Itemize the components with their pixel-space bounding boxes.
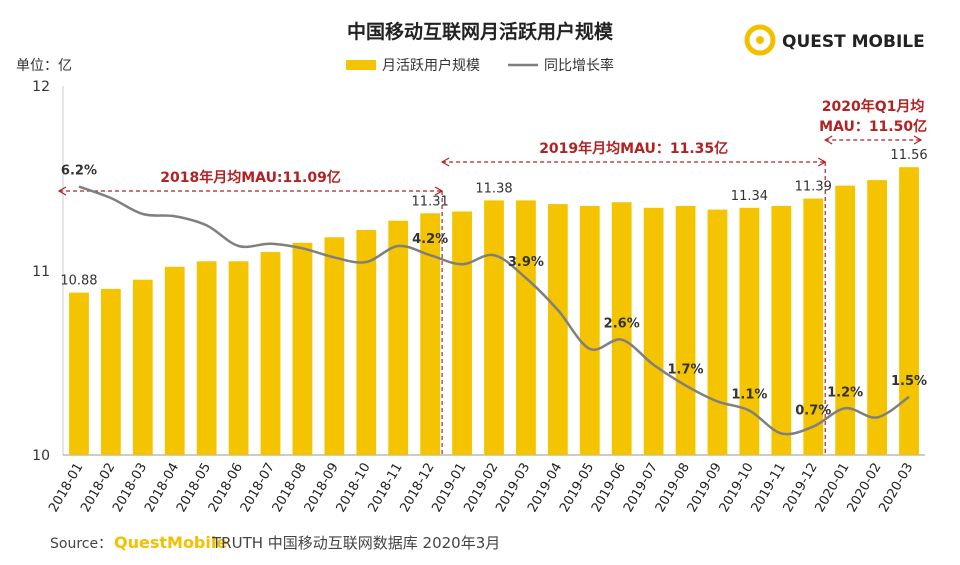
annotations: 2018年月均MAU:11.09亿 2019年月均MAU：11.35亿 2020年Q… — [57, 98, 927, 455]
bar — [547, 204, 568, 455]
growth-rate-label: 3.9% — [508, 255, 544, 270]
bar — [452, 211, 472, 455]
growth-rate-label: 1.5% — [891, 374, 927, 389]
bar — [260, 252, 281, 455]
bar — [324, 237, 345, 455]
arrow-left-icon — [440, 157, 450, 167]
bar — [803, 198, 824, 456]
bar — [899, 167, 919, 455]
data-labels: 10.88 11.31 11.38 11.34 11.39 11.56 6.2% 4.2% 3.… — [60, 148, 927, 418]
bar — [707, 209, 728, 455]
y-tick-label: 12 — [32, 79, 50, 95]
bar — [228, 261, 249, 455]
growth-rate-label: 1.7% — [668, 362, 704, 377]
bar — [516, 200, 536, 455]
annotation-label: 2018年月均MAU:11.09亿 — [160, 169, 341, 186]
bar — [675, 205, 696, 455]
growth-rate-label: 1.1% — [731, 388, 767, 403]
annotation-label: 2019年月均MAU：11.35亿 — [539, 140, 728, 157]
unit-label: 单位：亿 — [16, 58, 72, 74]
bars — [69, 167, 919, 456]
growth-rate-line — [78, 185, 910, 436]
logo-ring-icon — [744, 24, 776, 56]
bar — [771, 205, 792, 455]
bar — [356, 229, 377, 455]
x-tick-labels: 2018-012018-022018-032018-042018-052018-… — [46, 461, 916, 516]
source-prefix: Source： — [50, 536, 112, 552]
annotation-label: MAU：11.50亿 — [819, 118, 927, 135]
growth-line — [78, 185, 910, 436]
bar — [164, 266, 185, 455]
annotation-label: 2020年Q1月均 — [822, 98, 925, 115]
y-tick-label: 10 — [32, 448, 50, 464]
bar — [611, 202, 632, 455]
bar-value-label: 11.56 — [890, 148, 927, 163]
bar-value-label: 11.38 — [475, 181, 512, 196]
source-suffix: TRUTH 中国移动互联网数据库 2020年3月 — [211, 534, 500, 552]
growth-rate-label: 2.6% — [604, 317, 640, 332]
bar-value-label: 11.34 — [731, 189, 768, 204]
y-tick-label: 11 — [32, 264, 50, 280]
bar — [292, 242, 313, 455]
bar — [388, 220, 409, 455]
legend-bar-swatch — [346, 60, 376, 70]
bar — [643, 207, 664, 455]
bar — [196, 261, 217, 455]
bar — [484, 200, 504, 455]
bar — [69, 292, 89, 455]
bar — [132, 279, 153, 455]
bar-value-label: 10.88 — [60, 274, 97, 289]
chart-title: 中国移动互联网月活跃用户规模 — [347, 20, 614, 43]
bar — [835, 185, 856, 455]
legend-bar-label: 月活跃用户规模 — [382, 57, 480, 74]
arrow-right-icon — [913, 135, 923, 145]
bar-value-label: 11.31 — [412, 194, 449, 209]
source-brand: QuestMobile — [114, 533, 227, 552]
source-note: Source： QuestMobile TRUTH 中国移动互联网数据库 202… — [50, 533, 500, 552]
legend-line-label: 同比增长率 — [544, 57, 614, 74]
growth-rate-label: 4.2% — [412, 232, 448, 247]
logo-text: QUEST MOBILE — [782, 32, 925, 52]
legend: 月活跃用户规模 同比增长率 — [346, 57, 614, 74]
growth-rate-label: 0.7% — [795, 404, 831, 419]
bar — [420, 213, 441, 455]
growth-rate-label: 1.2% — [827, 385, 863, 400]
arrow-left-icon — [824, 135, 833, 145]
growth-rate-label: 6.2% — [61, 164, 97, 179]
arrow-left-icon — [57, 186, 67, 196]
quest-mobile-logo: QUEST MOBILE — [744, 24, 925, 56]
bar — [867, 180, 888, 455]
bar — [579, 205, 600, 455]
bar-value-label: 11.39 — [795, 180, 832, 195]
bar — [739, 207, 760, 455]
bar — [100, 288, 121, 455]
